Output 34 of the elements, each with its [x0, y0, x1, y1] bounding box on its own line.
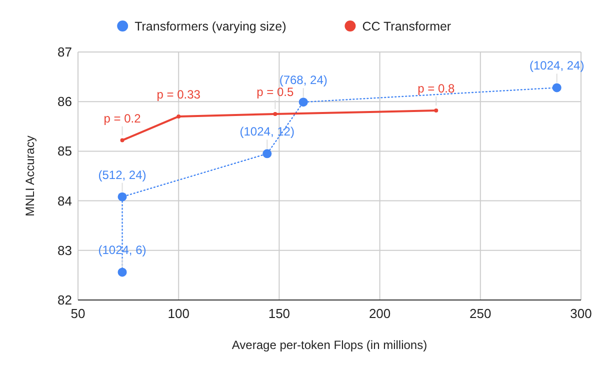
- legend-label: Transformers (varying size): [134, 20, 286, 34]
- annotation: p = 0.2: [104, 111, 142, 126]
- y-axis-title: MNLI Accuracy: [23, 136, 37, 216]
- annotation: (1024, 24): [530, 58, 584, 73]
- x-tick-label: 50: [70, 306, 86, 321]
- point: [298, 98, 308, 107]
- y-tick-label: 87: [58, 44, 72, 60]
- y-tick-label: 82: [58, 292, 72, 308]
- point: [434, 108, 438, 113]
- annotation: (1024, 6): [98, 243, 146, 258]
- x-tick-label: 250: [470, 306, 492, 321]
- annotation: p = 0.33: [156, 87, 201, 102]
- point: [176, 114, 181, 118]
- annotation: p = 0.5: [256, 85, 294, 99]
- point: [262, 149, 272, 158]
- point: [273, 112, 278, 116]
- point: [118, 192, 127, 202]
- point: [552, 83, 562, 92]
- annotation: (1024, 12): [240, 124, 294, 139]
- y-tick-label: 83: [58, 242, 72, 258]
- point: [118, 268, 127, 277]
- x-tick-label: 150: [268, 306, 290, 321]
- y-tick-label: 85: [58, 144, 72, 159]
- point: [120, 138, 124, 142]
- y-tick-label: 84: [58, 193, 72, 208]
- annotation: (768, 24): [279, 73, 328, 88]
- y-tick-label: 86: [58, 94, 72, 110]
- x-axis-title: Average per-token Flops (in millions): [232, 338, 428, 352]
- x-tick-label: 100: [168, 306, 190, 321]
- x-tick-label: 200: [368, 306, 391, 321]
- annotation: (512, 24): [98, 168, 146, 182]
- legend-label: CC Transformer: [362, 20, 452, 34]
- x-tick-label: 300: [570, 306, 592, 321]
- annotation: p = 0.8: [418, 82, 455, 96]
